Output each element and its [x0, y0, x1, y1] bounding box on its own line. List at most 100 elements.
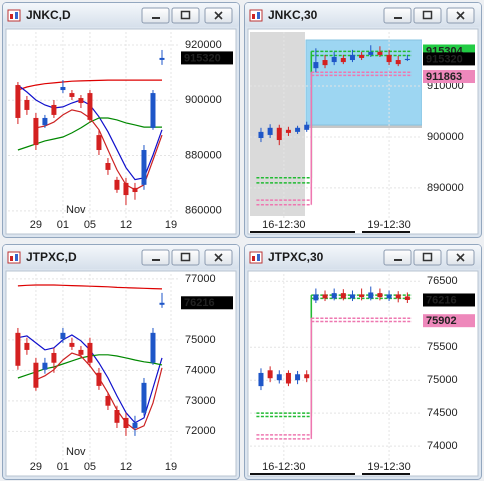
price-label: 911863: [426, 71, 462, 83]
plot-area: [8, 274, 180, 460]
x-tick-label: 16-12:30: [262, 461, 305, 473]
x-tick-label: 29: [30, 461, 42, 473]
window-icon: [249, 9, 263, 22]
restore-button[interactable]: [413, 249, 442, 266]
candle-body: [340, 293, 346, 299]
candle-body: [78, 98, 84, 104]
close-glyph: [214, 11, 223, 20]
y-tick-label: 890000: [427, 182, 464, 194]
candle-body: [359, 294, 365, 298]
candle-body: [150, 332, 156, 363]
window-icon-bar: [257, 12, 260, 19]
candle-body: [114, 409, 120, 423]
candle-body: [377, 51, 383, 55]
window-icon-bar: [15, 254, 18, 261]
candle-body: [395, 60, 401, 65]
minimize-button[interactable]: [383, 249, 412, 266]
y-tick-label: 74000: [427, 440, 458, 452]
y-tick-label: 73000: [185, 395, 216, 407]
plot-area: [250, 32, 422, 218]
candle-body: [159, 57, 165, 60]
selection-box: [305, 39, 422, 126]
price-label: 915320: [426, 53, 463, 65]
price-label: 76216: [184, 297, 215, 309]
window-icon-bar: [252, 14, 255, 19]
candle-body: [141, 382, 147, 413]
window-icon-bar: [10, 256, 13, 261]
candle-body: [395, 294, 401, 299]
plot-area: [8, 32, 180, 218]
candle-body: [267, 127, 273, 135]
candle-body: [404, 58, 410, 61]
minimize-glyph: [152, 259, 160, 261]
x-tick-label: 05: [84, 461, 96, 473]
candle-body: [368, 51, 374, 55]
candle-body: [96, 372, 102, 386]
chart-window: JTPXC,D 77000 75000 74000 73000 72000 29 01 05 12…: [2, 244, 240, 480]
candle-body: [304, 124, 310, 130]
minimize-button[interactable]: [141, 7, 170, 24]
y-tick-label: 900000: [427, 131, 464, 143]
candle-body: [313, 62, 319, 69]
price-label-box: [181, 51, 233, 65]
shaded-region: [250, 32, 305, 216]
chart-window: JNKC,D 920000 900000 880000 860000 29 01 05 12 19…: [2, 2, 240, 238]
close-glyph: [456, 11, 465, 20]
window-title: JTPXC,30: [268, 250, 324, 264]
window-title: JNKC,D: [26, 8, 71, 22]
minimize-button[interactable]: [141, 249, 170, 266]
candle-body: [295, 374, 301, 381]
candle-body: [304, 374, 310, 379]
indicator-line: [35, 109, 163, 191]
x-tick-label: 19-12:30: [367, 219, 410, 231]
session-bar: [362, 231, 410, 233]
y-tick-label: 72000: [185, 425, 216, 437]
candle-body: [42, 117, 48, 126]
restore-button[interactable]: [171, 249, 200, 266]
close-glyph: [214, 253, 223, 262]
candle-body: [285, 129, 291, 133]
y-tick-label: 74000: [185, 364, 216, 376]
restore-button[interactable]: [413, 7, 442, 24]
window-icon: [7, 251, 21, 264]
candle-body: [114, 179, 120, 190]
x-tick-label: 12: [120, 219, 132, 231]
session-bar: [250, 473, 355, 475]
candle-body: [377, 293, 383, 298]
restore-glyph: [180, 252, 191, 262]
candle-body: [105, 163, 111, 170]
candle-body: [258, 131, 264, 138]
y-tick-label: 920000: [185, 39, 222, 51]
annotation: Nov: [66, 204, 86, 216]
candle-body: [69, 93, 75, 97]
candle-body: [340, 57, 346, 63]
minimize-glyph: [394, 259, 402, 261]
price-label: 915320: [184, 52, 221, 64]
candle-body: [349, 54, 355, 61]
candle-body: [78, 349, 84, 355]
close-glyph: [456, 253, 465, 262]
candle-body: [313, 294, 319, 301]
candle-body: [386, 54, 392, 63]
candle-body: [87, 93, 93, 120]
x-tick-label: 01: [57, 219, 69, 231]
candle-body: [15, 85, 21, 118]
candle-body: [276, 374, 282, 381]
price-label: 75902: [426, 315, 457, 327]
restore-button[interactable]: [171, 7, 200, 24]
candle-body: [132, 422, 138, 428]
candle-body: [349, 294, 355, 299]
candle-body: [159, 302, 165, 305]
candle-body: [24, 342, 30, 350]
minimize-button[interactable]: [383, 7, 412, 24]
y-tick-label: 900000: [185, 94, 222, 106]
candle-body: [123, 182, 129, 196]
restore-glyph: [180, 10, 191, 20]
candle-body: [267, 370, 273, 379]
candle-body: [150, 93, 156, 128]
candle-body: [141, 150, 147, 185]
price-label-box: [423, 70, 475, 84]
x-tick-label: 29: [30, 219, 42, 231]
x-tick-label: 05: [84, 219, 96, 231]
x-tick-label: 19: [165, 461, 177, 473]
